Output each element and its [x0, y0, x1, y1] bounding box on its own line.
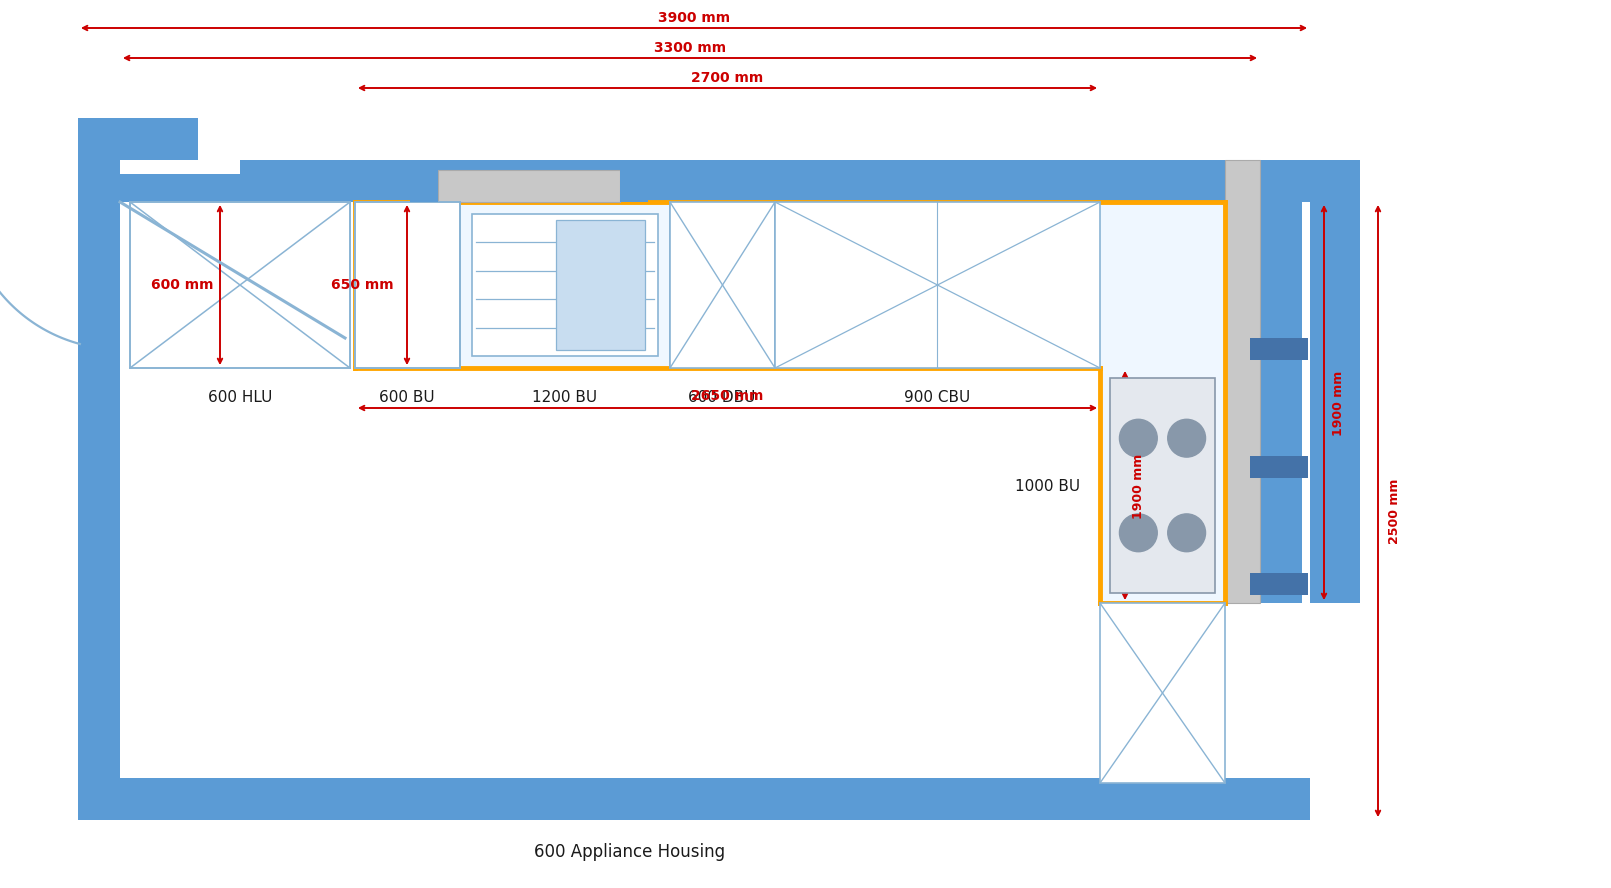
Bar [77, 778, 1310, 820]
Bar [1224, 160, 1260, 603]
Text: 1900 mm: 1900 mm [1332, 370, 1345, 436]
Bar [1260, 202, 1302, 603]
Bar [472, 214, 657, 356]
Bar [240, 160, 1310, 202]
Text: 600 mm: 600 mm [151, 278, 213, 292]
Text: 600 BU: 600 BU [379, 390, 435, 405]
Bar [670, 202, 775, 368]
Bar [77, 118, 198, 160]
Bar [119, 174, 240, 202]
Bar [77, 160, 119, 820]
Bar [620, 164, 648, 202]
Bar [1310, 160, 1360, 603]
Bar [556, 220, 644, 350]
Bar [1250, 456, 1308, 478]
Text: 600 DBU: 600 DBU [688, 390, 756, 405]
Text: 600 HLU: 600 HLU [208, 390, 272, 405]
Bar [1100, 368, 1224, 603]
Bar [354, 202, 461, 368]
Bar [1250, 338, 1308, 360]
Bar [1100, 603, 1224, 783]
Text: 600 Appliance Housing: 600 Appliance Housing [535, 843, 725, 861]
Text: 3300 mm: 3300 mm [654, 41, 727, 55]
Bar [1110, 378, 1215, 593]
Bar [411, 164, 438, 202]
Text: 2700 mm: 2700 mm [691, 71, 764, 85]
Text: 1000 BU: 1000 BU [1015, 479, 1079, 494]
Bar [775, 202, 1100, 368]
Text: 650 mm: 650 mm [330, 278, 393, 292]
Circle shape [1168, 514, 1205, 551]
Circle shape [1168, 419, 1205, 457]
Circle shape [1120, 419, 1157, 457]
Text: 3900 mm: 3900 mm [657, 11, 730, 25]
Bar [438, 170, 620, 202]
Bar [354, 202, 1224, 368]
Text: 900 CBU: 900 CBU [904, 390, 970, 405]
Bar [130, 202, 350, 368]
Text: 2500 mm: 2500 mm [1387, 479, 1400, 543]
Text: 1900 mm: 1900 mm [1131, 454, 1144, 519]
Bar [1250, 573, 1308, 595]
Text: 2650 mm: 2650 mm [691, 389, 764, 403]
Circle shape [1120, 514, 1157, 551]
Text: 1200 BU: 1200 BU [533, 390, 598, 405]
